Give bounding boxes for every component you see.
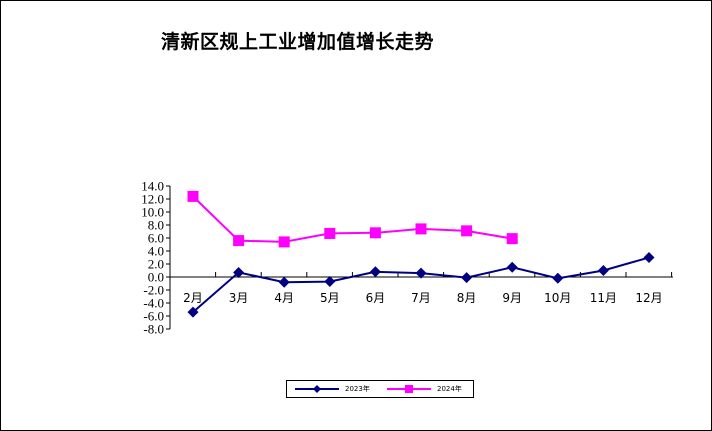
x-category-label: 9月 <box>502 291 522 305</box>
y-tick-label: 6.0 <box>148 231 164 246</box>
y-tick-label: 4.0 <box>148 244 164 259</box>
x-category-label: 4月 <box>274 291 294 305</box>
legend: 2023年 2024年 <box>286 380 474 398</box>
y-tick-label: 12.0 <box>141 192 164 207</box>
data-point-square <box>369 227 381 239</box>
data-point-square <box>187 190 199 202</box>
data-point-diamond <box>506 261 518 273</box>
data-point-diamond <box>324 276 336 288</box>
x-category-label: 8月 <box>457 291 477 305</box>
data-point-diamond <box>415 267 427 279</box>
x-category-label: 2月 <box>183 291 203 305</box>
y-tick-label: 8.0 <box>148 218 164 233</box>
chart-title: 清新区规上工业增加值增长走势 <box>161 31 435 53</box>
y-tick-label: 10.0 <box>141 205 164 220</box>
x-category-label: 7月 <box>411 291 431 305</box>
legend-entry: 2023年 <box>291 381 379 397</box>
y-tick-label: 0.0 <box>148 270 164 285</box>
y-tick-label: 2.0 <box>148 257 164 272</box>
data-point-diamond <box>369 266 381 278</box>
y-tick-label: -2.0 <box>143 283 164 298</box>
legend-swatch <box>295 385 339 393</box>
y-tick-label: 14.0 <box>141 179 164 194</box>
legend-swatch <box>387 385 431 393</box>
y-tick-label: -4.0 <box>143 296 164 311</box>
data-point-square <box>506 233 518 245</box>
x-category-label: 6月 <box>366 291 386 305</box>
data-point-square <box>461 225 473 237</box>
y-tick-label: -8.0 <box>143 322 164 337</box>
data-point-square <box>278 236 290 248</box>
data-point-diamond <box>643 252 655 263</box>
series-line-1 <box>192 195 513 243</box>
legend-entry: 2024年 <box>383 381 471 397</box>
data-point-square <box>415 223 427 235</box>
data-point-diamond <box>597 265 609 276</box>
data-point-diamond <box>278 276 290 288</box>
data-point-diamond <box>233 266 245 278</box>
data-point-diamond <box>552 272 564 284</box>
x-category-label: 3月 <box>229 291 249 305</box>
x-category-label: 5月 <box>320 291 340 305</box>
x-category-label: 12月 <box>635 291 662 305</box>
legend-label: 2023年 <box>345 385 370 393</box>
data-point-diamond <box>187 306 199 318</box>
data-point-square <box>324 227 336 239</box>
y-tick-label: -6.0 <box>143 309 164 324</box>
legend-label: 2024年 <box>437 385 462 393</box>
x-category-label: 11月 <box>590 291 617 305</box>
data-point-square <box>233 235 245 247</box>
x-category-label: 10月 <box>544 291 571 305</box>
data-point-diamond <box>461 272 473 284</box>
